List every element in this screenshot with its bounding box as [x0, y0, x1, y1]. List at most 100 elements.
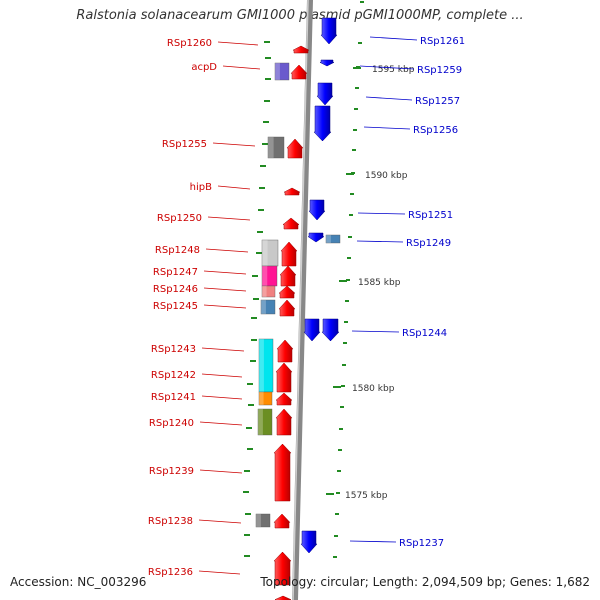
forward-gene-arrow — [292, 45, 310, 54]
right-gene-label: RSp1249 — [406, 238, 451, 249]
gene-block-shade — [259, 339, 264, 392]
right-gene-label: RSp1256 — [413, 125, 458, 136]
left-leader-line — [201, 395, 243, 400]
forward-gene-arrow — [279, 265, 297, 287]
right-gene-label: RSp1237 — [399, 538, 444, 549]
left-leader-line — [198, 519, 242, 524]
left-leader-line — [199, 469, 243, 474]
gene-block — [267, 136, 285, 159]
backbone-line — [292, 0, 313, 600]
left-gene-label: RSp1255 — [162, 139, 207, 150]
left-gene-label: RSp1241 — [151, 392, 196, 403]
backbone-highlight — [292, 0, 309, 600]
left-gene-label: RSp1238 — [148, 516, 193, 527]
left-gene-label: RSp1236 — [148, 567, 193, 578]
gene-block-shade — [261, 300, 266, 314]
right-leader-line — [359, 65, 415, 70]
forward-gene-arrow — [278, 299, 296, 317]
reverse-gene-arrow — [308, 199, 326, 221]
forward-gene-arrow — [275, 362, 293, 393]
forward-gene-arrow — [280, 241, 298, 267]
right-leader-line — [349, 540, 397, 543]
left-gene-label: RSp1243 — [151, 344, 196, 355]
right-gene-label: RSp1257 — [415, 96, 460, 107]
left-gene-label: hipB — [190, 182, 212, 193]
reverse-gene-arrow — [300, 530, 318, 554]
forward-gene-arrow — [275, 408, 293, 436]
map-title: Ralstonia solanacearum GMI1000 plasmid p… — [76, 8, 524, 23]
left-gene-label: acpD — [191, 62, 217, 73]
accession-label: Accession: NC_003296 — [10, 575, 147, 589]
forward-gene-arrow — [283, 187, 301, 196]
gene-block — [325, 234, 341, 244]
gene-block-shade — [262, 286, 267, 297]
left-gene-label: RSp1247 — [153, 267, 198, 278]
scale-label: 1595 kbp — [372, 65, 415, 75]
forward-gene-arrow — [286, 138, 304, 159]
left-leader-line — [203, 270, 247, 275]
right-leader-line — [351, 330, 400, 333]
forward-gene-arrow — [273, 443, 292, 502]
left-leader-line — [203, 287, 247, 292]
left-gene-label: RSp1260 — [167, 38, 212, 49]
gene-block-shade — [258, 409, 263, 435]
gene-block-shade — [262, 266, 268, 286]
left-gene-label: RSp1246 — [153, 284, 198, 295]
scale-label: 1585 kbp — [358, 278, 401, 288]
forward-gene-arrow — [273, 513, 291, 529]
right-leader-line — [369, 36, 418, 41]
left-gene-label: RSp1242 — [151, 370, 196, 381]
left-leader-line — [222, 65, 261, 70]
left-gene-label: RSp1245 — [153, 301, 198, 312]
reverse-gene-arrow — [313, 105, 332, 142]
right-leader-line — [356, 240, 404, 243]
right-leader-line — [357, 212, 406, 215]
reverse-gene-arrow — [321, 318, 340, 342]
gene-block-shade — [256, 514, 261, 527]
left-leader-line — [217, 41, 259, 46]
forward-gene-arrow — [275, 392, 293, 406]
left-gene-label: RSp1250 — [157, 213, 202, 224]
forward-gene-arrow — [278, 285, 296, 299]
forward-gene-arrow — [274, 595, 292, 600]
left-leader-line — [198, 570, 241, 575]
gene-block-shade — [326, 235, 331, 243]
left-leader-line — [217, 185, 251, 190]
left-leader-line — [201, 373, 243, 378]
left-gene-label: RSp1239 — [149, 466, 194, 477]
scale-label: 1575 kbp — [345, 491, 388, 501]
left-leader-line — [199, 421, 243, 426]
forward-gene-arrow — [273, 551, 292, 586]
gene-block — [260, 299, 276, 315]
scale-label: 1590 kbp — [365, 171, 408, 181]
gene-block-shade — [275, 63, 280, 80]
forward-gene-arrow — [282, 217, 300, 230]
forward-gene-arrow — [276, 339, 294, 363]
forward-gene-arrow — [290, 64, 308, 80]
gene-block — [274, 62, 290, 81]
right-leader-line — [363, 126, 411, 130]
reverse-gene-arrow — [319, 59, 335, 67]
left-leader-line — [207, 216, 251, 221]
scale-label: 1580 kbp — [352, 384, 395, 394]
gene-block-shade — [262, 240, 268, 266]
left-leader-line — [212, 142, 256, 147]
gene-block — [255, 513, 271, 528]
left-leader-line — [205, 248, 249, 253]
gene-block — [261, 285, 276, 298]
right-gene-label: RSp1261 — [420, 36, 465, 47]
gene-block — [257, 408, 273, 436]
right-gene-label: RSp1251 — [408, 210, 453, 221]
left-leader-line — [201, 347, 245, 352]
left-gene-label: RSp1240 — [149, 418, 194, 429]
gene-block-shade — [259, 392, 264, 405]
reverse-gene-arrow — [303, 318, 321, 342]
left-gene-label: RSp1248 — [155, 245, 200, 256]
gene-block — [258, 391, 273, 406]
gene-block-shade — [268, 137, 274, 158]
reverse-gene-arrow — [316, 82, 334, 106]
reverse-gene-arrow — [307, 232, 325, 243]
right-gene-label: RSp1259 — [417, 65, 462, 76]
right-leader-line — [365, 96, 413, 101]
